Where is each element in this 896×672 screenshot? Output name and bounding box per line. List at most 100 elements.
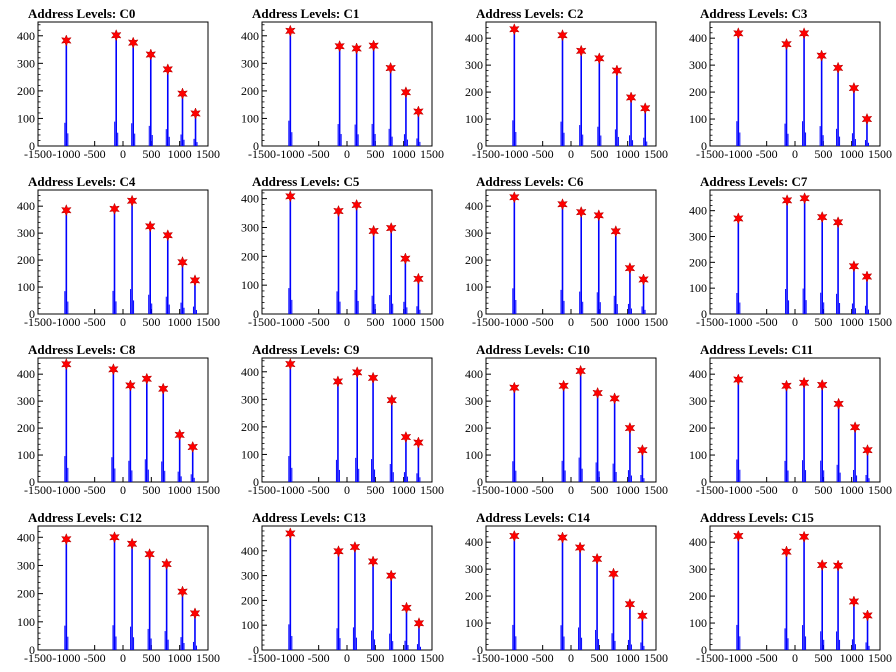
- x-tick-label: -500: [308, 315, 330, 329]
- panel-title: Address Levels: C9: [252, 342, 360, 357]
- histogram-panel: Address Levels: C1 0 100 200 300 400 -1500 -100…: [224, 0, 448, 168]
- y-tick-label: 200: [465, 589, 483, 603]
- x-tick-label: -1000: [276, 483, 304, 497]
- histogram-panel: Address Levels: C4 0 100 200 300 400 -1500 -100…: [0, 168, 224, 336]
- y-tick-label: 400: [17, 530, 35, 544]
- x-tick-label: -1000: [500, 651, 528, 665]
- x-tick-label: 1500: [868, 147, 892, 161]
- x-tick-label: 1000: [840, 147, 864, 161]
- histogram-plot: 0 100 200 300 400 -1500 -1000 -500 0 500 1000 1500: [465, 357, 668, 497]
- peak-marker: [333, 545, 344, 558]
- x-tick-label: -500: [532, 315, 554, 329]
- x-tick-label: 500: [590, 651, 608, 665]
- y-tick-label: 200: [465, 253, 483, 267]
- histogram-panel: Address Levels: C8 0 100 200 300 400 -1500 -100…: [0, 336, 224, 504]
- x-tick-label: -1000: [500, 483, 528, 497]
- x-tick-label: 1000: [392, 147, 416, 161]
- peak-marker: [816, 378, 828, 392]
- x-tick-label: -500: [756, 651, 778, 665]
- x-tick-label: 0: [568, 315, 574, 329]
- y-tick-label: 0: [253, 643, 259, 657]
- x-tick-label: 500: [590, 483, 608, 497]
- x-tick-label: 500: [590, 315, 608, 329]
- peak-marker: [367, 371, 379, 384]
- peak-marker: [557, 531, 568, 544]
- y-tick-label: 300: [241, 220, 259, 234]
- peak-marker: [594, 52, 605, 65]
- x-tick-label: 500: [814, 483, 832, 497]
- peak-marker: [558, 379, 569, 392]
- peak-marker: [798, 27, 810, 40]
- histogram-panel: Address Levels: C10 0 100 200 300 400 -1500 -10…: [448, 336, 672, 504]
- y-tick-label: 200: [465, 421, 483, 435]
- peak-marker: [781, 545, 792, 558]
- y-tick-label: 0: [477, 139, 483, 153]
- plot-frame: [261, 189, 433, 315]
- x-tick-label: 0: [120, 651, 126, 665]
- y-tick-label: 200: [689, 421, 707, 435]
- panel-title: Address Levels: C6: [476, 174, 584, 189]
- panel-title: Address Levels: C0: [28, 6, 136, 21]
- x-tick-label: -1000: [276, 315, 304, 329]
- histogram-plot: 0 100 200 300 400 -1500 -1000 -500 0 500 1000 1500: [465, 525, 668, 665]
- peak-marker: [144, 548, 155, 561]
- peak-marker: [285, 190, 296, 203]
- x-tick-label: 0: [344, 651, 350, 665]
- x-tick-label: -500: [308, 147, 330, 161]
- x-tick-label: 0: [792, 651, 798, 665]
- y-tick-label: 0: [701, 307, 707, 321]
- x-tick-label: 1000: [840, 651, 864, 665]
- peak-marker: [798, 530, 810, 543]
- peak-marker: [385, 221, 397, 235]
- x-tick-label: -500: [532, 147, 554, 161]
- histogram-plot: 0 100 200 300 400 -1500 -1000 -500 0 500 1000 1500: [241, 525, 444, 665]
- x-tick-label: 1000: [168, 651, 192, 665]
- y-tick-label: 400: [465, 535, 483, 549]
- panel-title: Address Levels: C3: [700, 6, 808, 21]
- y-tick-label: 100: [465, 448, 483, 462]
- x-tick-label: 0: [120, 147, 126, 161]
- peak-marker: [161, 557, 172, 571]
- y-tick-label: 300: [241, 392, 259, 406]
- x-tick-label: -1500: [24, 483, 52, 497]
- x-tick-label: -500: [84, 315, 106, 329]
- histogram-panel: Address Levels: C15 0 100 200 300 400 -1500 -10…: [672, 504, 896, 672]
- peak-marker: [509, 381, 520, 394]
- x-tick-label: 1000: [168, 315, 192, 329]
- x-tick-label: -500: [532, 651, 554, 665]
- y-tick-label: 100: [689, 281, 707, 295]
- y-tick-label: 0: [253, 475, 259, 489]
- histogram-plot: 0 100 200 300 400 -1500 -1000 -500 0 500 1000 1500: [689, 525, 892, 665]
- panel-title: Address Levels: C11: [700, 342, 814, 357]
- peak-marker: [145, 48, 157, 61]
- y-tick-label: 100: [465, 280, 483, 294]
- peak-marker: [509, 191, 520, 204]
- y-tick-label: 300: [241, 569, 259, 583]
- panel-title: Address Levels: C5: [252, 174, 360, 189]
- x-tick-label: 500: [814, 147, 832, 161]
- x-tick-label: 1500: [868, 483, 892, 497]
- y-tick-label: 0: [29, 475, 35, 489]
- peak-marker: [862, 609, 873, 622]
- panel-title: Address Levels: C14: [476, 510, 590, 525]
- peak-marker: [849, 421, 861, 434]
- y-tick-label: 0: [253, 307, 259, 321]
- y-tick-label: 400: [689, 204, 707, 218]
- x-tick-label: -1000: [724, 147, 752, 161]
- histogram-plot: 0 100 200 300 400 -1500 -1000 -500 0 500 1000 1500: [465, 21, 668, 161]
- x-tick-label: 1000: [168, 147, 192, 161]
- x-tick-label: 1000: [392, 315, 416, 329]
- x-tick-label: -1500: [248, 651, 276, 665]
- peak-marker: [177, 585, 188, 598]
- peak-marker: [733, 373, 744, 386]
- x-tick-label: 500: [142, 315, 160, 329]
- peak-marker: [861, 270, 873, 283]
- peak-marker: [349, 540, 361, 554]
- y-tick-label: 100: [241, 111, 259, 125]
- peak-marker: [638, 273, 649, 286]
- histogram-plot: 0 100 200 300 400 -1500 -1000 -500 0 500 1000 1500: [17, 357, 220, 497]
- peak-marker: [624, 262, 636, 275]
- peak-marker: [832, 559, 844, 572]
- peak-marker: [639, 102, 651, 115]
